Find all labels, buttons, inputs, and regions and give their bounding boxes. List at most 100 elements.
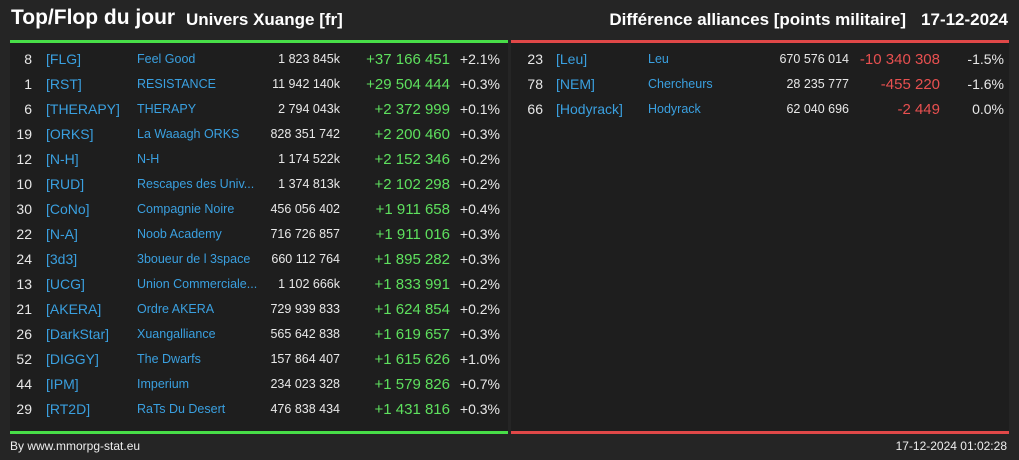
alliance-name-link[interactable]: Leu: [648, 52, 669, 66]
percent-change: -1.5%: [967, 51, 1004, 67]
percent-change: +0.1%: [459, 101, 500, 117]
percent-change: +0.2%: [459, 276, 500, 292]
top-alliance-row: 8 [FLG] Feel Good 1 823 845k +37 166 451 +2.1…: [10, 47, 508, 72]
alliance-tag-link[interactable]: [AKERA]: [46, 301, 102, 317]
ranking-date: 17-12-2024: [921, 10, 1008, 29]
alliance-name-link[interactable]: N-H: [137, 152, 160, 166]
alliance-tag-link[interactable]: [THERAPY]: [46, 101, 120, 117]
alliance-points: 234 023 328: [270, 377, 340, 391]
ranking-subtitle: Différence alliances [points militaire]: [609, 10, 906, 29]
flop-alliance-row: 78 [NEM] Chercheurs 28 235 777 -455 220 -1.6%: [511, 72, 1009, 97]
top-alliance-row: 22 [N-A] Noob Academy 716 726 857 +1 911 016…: [10, 222, 508, 247]
alliance-name-link[interactable]: THERAPY: [137, 102, 197, 116]
alliance-points: 828 351 742: [270, 127, 340, 141]
alliance-name-link[interactable]: RESISTANCE: [137, 77, 216, 91]
alliance-points: 157 864 407: [270, 352, 340, 366]
alliance-name-link[interactable]: Ordre AKERA: [137, 302, 215, 316]
flop-alliance-row: 66 [Hodyrack] Hodyrack 62 040 696 -2 449 0.0%: [511, 97, 1009, 122]
universe-label: Univers Xuange [fr]: [186, 10, 343, 29]
alliance-rank: 22: [16, 226, 32, 242]
percent-change: +0.3%: [459, 76, 500, 92]
top-alliance-row: 13 [UCG] Union Commerciale... 1 102 666k +1 …: [10, 272, 508, 297]
points-difference: +2 200 460: [374, 126, 451, 143]
alliance-tag-link[interactable]: [UCG]: [46, 276, 85, 292]
alliance-points: 670 576 014: [779, 52, 849, 66]
alliance-rank: 78: [527, 76, 543, 92]
points-difference: -10 340 308: [859, 51, 940, 68]
alliance-points: 62 040 696: [786, 102, 849, 116]
points-difference: +1 615 626: [374, 351, 451, 368]
alliance-name-link[interactable]: Feel Good: [137, 52, 196, 66]
alliance-points: 28 235 777: [786, 77, 849, 91]
alliance-rank: 30: [16, 201, 32, 217]
alliance-points: 729 939 833: [270, 302, 340, 316]
page-title: Top/Flop du jour: [11, 6, 176, 29]
alliance-name-link[interactable]: Rescapes des Univ...: [137, 177, 255, 191]
percent-change: +1.0%: [459, 351, 500, 367]
alliance-name-link[interactable]: Chercheurs: [648, 77, 713, 91]
alliance-tag-link[interactable]: [DIGGY]: [46, 351, 99, 367]
percent-change: +0.3%: [459, 251, 500, 267]
alliance-tag-link[interactable]: [Leu]: [556, 51, 588, 67]
alliance-tag-link[interactable]: [IPM]: [46, 376, 79, 392]
alliance-tag-link[interactable]: [3d3]: [46, 251, 78, 267]
alliance-name-link[interactable]: Union Commerciale...: [137, 277, 258, 291]
footer-timestamp: 17-12-2024 01:02:28: [895, 439, 1007, 453]
alliance-rank: 29: [16, 401, 32, 417]
alliance-tag-link[interactable]: [RST]: [46, 76, 82, 92]
percent-change: +0.3%: [459, 226, 500, 242]
top-gainers-panel: 8 [FLG] Feel Good 1 823 845k +37 166 451 +2.1…: [10, 40, 508, 434]
source-credit: By www.mmorpg-stat.eu: [10, 439, 141, 453]
alliance-name-link[interactable]: Hodyrack: [648, 102, 701, 116]
top-alliance-row: 1 [RST] RESISTANCE 11 942 140k +29 504 444 +0…: [10, 72, 508, 97]
alliance-points: 1 374 813k: [278, 177, 340, 191]
points-difference: -455 220: [880, 76, 940, 93]
alliance-rank: 1: [24, 76, 32, 92]
top-alliance-row: 6 [THERAPY] THERAPY 2 794 043k +2 372 999 +0.…: [10, 97, 508, 122]
percent-change: 0.0%: [972, 101, 1004, 117]
points-difference: +2 152 346: [374, 151, 451, 168]
top-alliance-row: 10 [RUD] Rescapes des Univ... 1 374 813k +2 …: [10, 172, 508, 197]
alliance-points: 2 794 043k: [278, 102, 340, 116]
alliance-tag-link[interactable]: [ORKS]: [46, 126, 94, 142]
points-difference: +1 619 657: [374, 326, 451, 343]
alliance-name-link[interactable]: Compagnie Noire: [137, 202, 235, 216]
alliance-tag-link[interactable]: [RT2D]: [46, 401, 91, 417]
alliance-rank: 10: [16, 176, 32, 192]
alliance-tag-link[interactable]: [CoNo]: [46, 201, 90, 217]
points-difference: +2 372 999: [374, 101, 451, 118]
alliance-points: 1 174 522k: [278, 152, 340, 166]
alliance-name-link[interactable]: 3boueur de l 3space: [137, 252, 251, 266]
alliance-name-link[interactable]: RaTs Du Desert: [137, 402, 226, 416]
top-losers-panel: 23 [Leu] Leu 670 576 014 -10 340 308 -1.5% 78 […: [511, 40, 1009, 434]
points-difference: +1 895 282: [374, 251, 451, 268]
alliance-points: 476 838 434: [270, 402, 340, 416]
alliance-name-link[interactable]: Noob Academy: [137, 227, 222, 241]
alliance-tag-link[interactable]: [DarkStar]: [46, 326, 110, 342]
alliance-name-link[interactable]: La Waaagh ORKS: [137, 127, 240, 141]
points-difference: +1 911 658: [375, 201, 450, 218]
top-alliance-row: 21 [AKERA] Ordre AKERA 729 939 833 +1 624 85…: [10, 297, 508, 322]
alliance-name-link[interactable]: The Dwarfs: [137, 352, 201, 366]
alliance-points: 456 056 402: [270, 202, 340, 216]
alliance-tag-link[interactable]: [FLG]: [46, 51, 82, 67]
alliance-tag-link[interactable]: [RUD]: [46, 176, 85, 192]
alliance-points: 11 942 140k: [272, 77, 340, 91]
top-alliance-row: 30 [CoNo] Compagnie Noire 456 056 402 +1 911…: [10, 197, 508, 222]
alliance-name-link[interactable]: Xuangalliance: [137, 327, 216, 341]
alliance-tag-link[interactable]: [Hodyrack]: [556, 101, 623, 117]
alliance-tag-link[interactable]: [N-A]: [46, 226, 78, 242]
percent-change: +0.4%: [459, 201, 500, 217]
alliance-name-link[interactable]: Imperium: [137, 377, 190, 391]
alliance-rank: 19: [16, 126, 32, 142]
top-alliance-row: 52 [DIGGY] The Dwarfs 157 864 407 +1 615 626…: [10, 347, 508, 372]
alliance-points: 1 102 666k: [278, 277, 340, 291]
alliance-tag-link[interactable]: [N-H]: [46, 151, 79, 167]
points-difference: +1 431 816: [374, 401, 451, 418]
top-alliance-row: 29 [RT2D] RaTs Du Desert 476 838 434 +1 431 …: [10, 397, 508, 422]
alliance-tag-link[interactable]: [NEM]: [556, 76, 595, 92]
percent-change: -1.6%: [967, 76, 1004, 92]
alliance-rank: 66: [527, 101, 543, 117]
header: Top/Flop du jour Univers Xuange [fr] Dif…: [0, 0, 1019, 40]
points-difference: +1 579 826: [374, 376, 451, 393]
